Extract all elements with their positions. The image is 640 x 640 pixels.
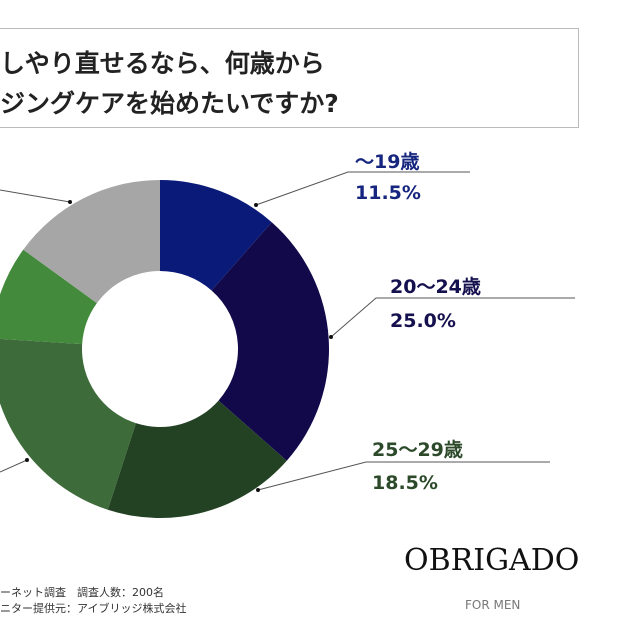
logo-sub: FOR MEN <box>465 598 521 612</box>
logo-brand: OBRIGADO <box>404 543 580 578</box>
leader-line-19 <box>255 171 470 206</box>
donut-slice-0 <box>160 180 272 291</box>
leader-line-left-top <box>0 189 71 203</box>
leader-line-20-24 <box>330 297 575 338</box>
leader-dot <box>68 200 72 204</box>
footer-survey: ーネット調査 調査人数：200名 <box>0 586 164 599</box>
donut-slice-3 <box>0 338 136 510</box>
leader-line-left-bottom <box>0 459 28 473</box>
leader-dot <box>256 488 260 492</box>
donut-slice-2 <box>107 400 287 518</box>
footer-provider: ニター提供元：アイブリッジ株式会社 <box>0 602 187 615</box>
value-20-24: 25.0% <box>390 310 456 332</box>
leader-dot <box>25 458 29 462</box>
leader-line-25-29 <box>257 461 550 491</box>
chart-title-line2: ジングケアを始めたいですか? <box>0 89 339 118</box>
leader-lines <box>0 171 575 491</box>
label-19: ～19歳 <box>355 151 420 173</box>
donut-slice-5 <box>23 180 161 304</box>
title-box <box>0 28 579 128</box>
leader-dot <box>254 203 258 207</box>
donut-slice-4 <box>0 249 97 345</box>
chart-title-line1: しやり直せるなら、何歳から <box>0 49 325 78</box>
value-25-29: 18.5% <box>372 472 438 494</box>
label-25-29: 25～29歳 <box>372 439 463 461</box>
value-19: 11.5% <box>355 182 421 204</box>
leader-dot <box>329 335 333 339</box>
donut-slice-1 <box>211 222 329 461</box>
label-20-24: 20～24歳 <box>390 276 481 298</box>
